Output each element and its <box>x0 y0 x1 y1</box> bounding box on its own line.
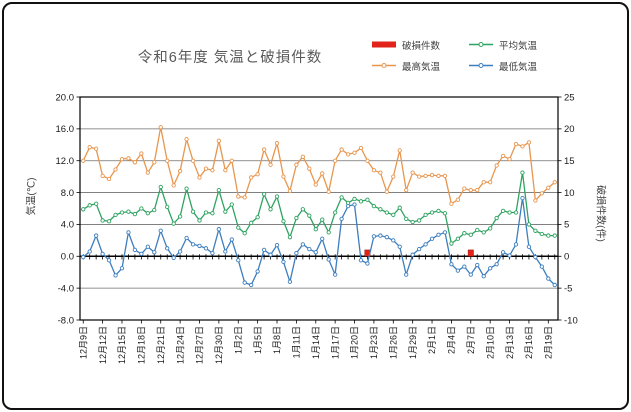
svg-text:2月7日: 2月7日 <box>466 326 476 354</box>
legend-item-min-temp: 最低気温 <box>469 59 566 73</box>
svg-text:1月17日: 1月17日 <box>330 326 340 359</box>
legend: 破損件数 平均気温 最高気温 最低気温 <box>372 34 566 76</box>
legend-label-max-temp: 最高気温 <box>402 61 441 73</box>
svg-text:12月30日: 12月30日 <box>214 326 224 364</box>
right-axis-title: 破損件数(件) <box>594 185 606 242</box>
svg-text:1月23日: 1月23日 <box>369 326 379 359</box>
svg-text:1月5日: 1月5日 <box>253 326 263 354</box>
svg-text:10: 10 <box>564 188 575 199</box>
max-temp-swatch-icon <box>372 61 398 70</box>
chart-title: 令和6年度 気温と破損件数 <box>137 50 323 66</box>
svg-text:-4.0: -4.0 <box>58 283 74 294</box>
legend-label-damage-count: 破損件数 <box>402 40 441 52</box>
series-max-temp <box>81 125 557 206</box>
legend-item-max-temp: 最高気温 <box>372 59 469 73</box>
series-avg-temp <box>81 170 557 246</box>
svg-text:12.0: 12.0 <box>56 156 75 167</box>
svg-text:2月10日: 2月10日 <box>485 326 495 359</box>
svg-text:12月9日: 12月9日 <box>78 326 88 359</box>
svg-text:2月13日: 2月13日 <box>505 326 515 359</box>
svg-text:12月27日: 12月27日 <box>195 326 205 364</box>
svg-text:16.0: 16.0 <box>56 124 75 135</box>
left-axis-title: 気温(℃) <box>26 177 38 216</box>
svg-text:2月19日: 2月19日 <box>544 326 554 359</box>
svg-text:4.0: 4.0 <box>61 220 74 231</box>
series-min-temp <box>81 195 557 288</box>
svg-text:2月4日: 2月4日 <box>447 326 457 354</box>
svg-text:-5: -5 <box>564 283 572 294</box>
svg-text:8.0: 8.0 <box>61 188 74 199</box>
svg-text:20: 20 <box>564 124 575 135</box>
left-axis-tick-labels: 20.0 16.0 12.0 8.0 4.0 0.0 -4.0 -8.0 <box>56 92 75 326</box>
svg-text:-10: -10 <box>564 315 578 326</box>
svg-text:2月16日: 2月16日 <box>524 326 534 359</box>
svg-text:12月12日: 12月12日 <box>98 326 108 364</box>
legend-label-min-temp: 最低気温 <box>499 61 538 73</box>
min-temp-swatch-icon <box>469 61 495 70</box>
svg-text:1月14日: 1月14日 <box>311 326 321 359</box>
svg-text:12月21日: 12月21日 <box>156 326 166 364</box>
right-axis-tick-labels: 25 20 15 10 5 0 -5 -10 <box>564 92 578 326</box>
svg-text:12月18日: 12月18日 <box>137 326 147 364</box>
axis-ticks <box>76 96 562 324</box>
svg-text:1月11日: 1月11日 <box>292 326 302 358</box>
svg-text:-8.0: -8.0 <box>58 315 74 326</box>
damage-count-swatch-icon <box>372 40 398 49</box>
svg-text:25: 25 <box>564 92 575 103</box>
svg-text:12月24日: 12月24日 <box>175 326 185 364</box>
svg-text:1月29日: 1月29日 <box>408 326 418 359</box>
legend-label-avg-temp: 平均気温 <box>499 40 538 52</box>
legend-item-damage-count: 破損件数 <box>372 38 469 52</box>
svg-text:1月2日: 1月2日 <box>233 326 243 354</box>
svg-text:1月20日: 1月20日 <box>350 326 360 359</box>
svg-text:12月15日: 12月15日 <box>117 326 127 364</box>
gridlines <box>80 128 558 289</box>
svg-text:2月1日: 2月1日 <box>427 326 437 354</box>
svg-text:1月26日: 1月26日 <box>388 326 398 359</box>
svg-text:1月8日: 1月8日 <box>272 326 282 354</box>
svg-text:0: 0 <box>564 252 569 263</box>
x-axis-tick-labels: 12月9日 12月12日 12月15日 12月18日 12月21日 12月24日 12月27… <box>78 326 553 364</box>
avg-temp-swatch-icon <box>469 40 495 49</box>
svg-text:5: 5 <box>564 220 569 231</box>
svg-text:20.0: 20.0 <box>56 92 75 103</box>
svg-text:0.0: 0.0 <box>61 252 74 263</box>
x-axis-zero-line <box>80 254 558 260</box>
legend-item-avg-temp: 平均気温 <box>469 38 566 52</box>
plot-border <box>79 96 559 321</box>
svg-text:15: 15 <box>564 156 575 167</box>
